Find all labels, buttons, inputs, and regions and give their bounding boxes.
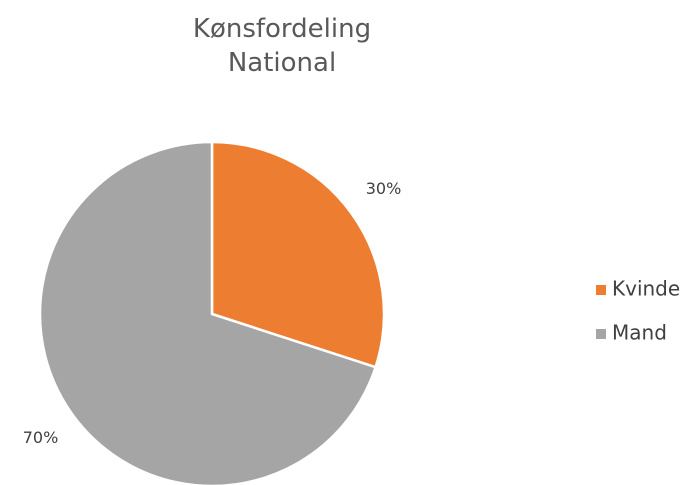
legend-label: Mand [612, 321, 667, 345]
chart-title: Kønsfordeling National [192, 14, 372, 78]
legend-swatch [596, 329, 606, 339]
pie-slice [210, 140, 386, 369]
legend-label: Kvinde [612, 277, 680, 301]
data-label: 70% [23, 428, 59, 447]
data-label: 30% [366, 179, 402, 198]
pie-slice [38, 140, 378, 485]
legend-swatch [596, 285, 606, 295]
